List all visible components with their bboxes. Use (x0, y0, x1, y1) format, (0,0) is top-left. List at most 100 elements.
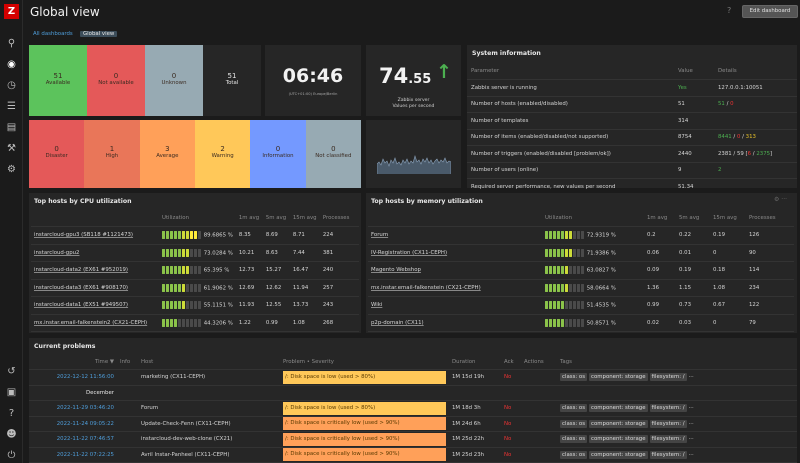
tag[interactable]: class: os (560, 404, 588, 413)
severity-tile[interactable]: 2 Warning (194, 120, 251, 188)
availability-tile[interactable]: 0 Unknown (145, 45, 203, 116)
tag[interactable]: component: storage (589, 450, 648, 459)
tag[interactable]: class: os (560, 419, 588, 428)
help-icon[interactable]: ? (727, 6, 732, 15)
ack-link[interactable]: No (501, 416, 521, 432)
data-collection-icon[interactable]: ⚒ (7, 143, 16, 154)
severity-tile[interactable]: 0 Disaster (29, 120, 85, 188)
host-link[interactable]: instarcloud-data3 (EX61 #908170) (31, 279, 159, 297)
problem-duration[interactable]: 1M 18d 3h (449, 400, 501, 417)
ack-link[interactable]: No (501, 400, 521, 417)
actions-cell (521, 431, 557, 448)
tag[interactable]: filesystem: / (649, 450, 687, 459)
problem-host[interactable]: instarcloud-dev-web-clone (CX21) (138, 431, 280, 448)
problem-host[interactable]: Avril Instar-Panheel (CX11-CEPH) (138, 447, 280, 463)
problem-name[interactable]: /: Disk space is critically low (used > … (280, 431, 449, 448)
problem-duration[interactable]: 1M 24d 6h (449, 416, 501, 432)
col-tags: Tags (557, 354, 797, 370)
host-link[interactable]: Forum (368, 226, 542, 245)
problem-name[interactable]: /: Disk space is critically low (used > … (280, 416, 449, 432)
availability-tile[interactable]: 51 Total (203, 45, 261, 116)
problem-time[interactable]: 2022-11-24 09:05:22 (29, 416, 117, 432)
inventory-icon[interactable]: ☰ (7, 101, 16, 112)
monitoring-icon[interactable]: ◉ (7, 59, 16, 70)
severity-tile[interactable]: 1 High (84, 120, 140, 188)
host-link[interactable]: p2p-domain (CX11) (368, 314, 542, 332)
problem-duration[interactable]: 1M 15d 19h (449, 369, 501, 386)
more-tags-icon[interactable]: ··· (688, 405, 694, 412)
tag[interactable]: component: storage (589, 373, 648, 382)
problem-time[interactable]: 2022-12-12 11:56:00 (29, 369, 117, 386)
availability-label: Not available (98, 79, 134, 86)
host-link[interactable]: mx.instar.email-falkenstein (CX21-CEPH) (368, 279, 542, 297)
tag[interactable]: component: storage (589, 419, 648, 428)
host-link[interactable]: instarcloud-data1 (EX51 #949507) (31, 296, 159, 315)
edit-dashboard-button[interactable]: Edit dashboard (742, 5, 798, 18)
more-tags-icon[interactable]: ··· (688, 420, 694, 427)
host-link[interactable]: instarcloud-data2 (EX61 #952019) (31, 261, 159, 280)
tag[interactable]: filesystem: / (649, 435, 687, 444)
col-duration: Duration (449, 354, 501, 370)
ack-link[interactable]: No (501, 447, 521, 463)
services-icon[interactable]: ◷ (7, 80, 16, 91)
problem-name[interactable]: /: Disk space is critically low (used > … (280, 447, 449, 463)
availability-tile[interactable]: 0 Not available (87, 45, 145, 116)
tag[interactable]: filesystem: / (649, 404, 687, 413)
utilization: 58.0664 % (542, 279, 644, 297)
tag[interactable]: component: storage (589, 404, 648, 413)
problem-time[interactable]: 2022-11-29 03:46:20 (29, 400, 117, 417)
severity-count: 0 (54, 145, 59, 153)
tag[interactable]: filesystem: / (649, 419, 687, 428)
user-icon[interactable]: ☻ (6, 429, 17, 440)
host-link[interactable]: mx.instar.email-falkenstein2 (CX21-CEPH) (31, 314, 159, 332)
problem-host[interactable]: Update-Check-Fenn (CX11-CEPH) (138, 416, 280, 432)
logout-icon[interactable]: ⏻ (7, 450, 16, 461)
reports-icon[interactable]: ▤ (6, 122, 17, 133)
host-link[interactable]: Magento Webshop (368, 261, 542, 280)
breadcrumb-current[interactable]: Global view (80, 29, 118, 39)
utilization: 71.9386 % (542, 244, 644, 262)
alerts-icon[interactable]: ⚙ (7, 164, 16, 175)
parameter-value: 314 (674, 112, 714, 130)
tag[interactable]: component: storage (589, 435, 648, 444)
host-link[interactable]: Wiki (368, 296, 542, 315)
zabbix-logo[interactable]: Z (4, 4, 19, 19)
problem-time[interactable]: 2022-11-22 07:22:25 (29, 447, 117, 463)
ack-link[interactable]: No (501, 369, 521, 386)
problem-duration[interactable]: 1M 25d 22h (449, 431, 501, 448)
breadcrumb-all-dashboards[interactable]: All dashboards (33, 31, 73, 37)
problem-name[interactable]: /: Disk space is low (used > 80%) (280, 400, 449, 417)
ack-link[interactable]: No (501, 431, 521, 448)
col-time[interactable]: Time ▼ (29, 354, 117, 370)
top-hosts-memory-widget: Top hosts by memory utilization ⚙ ··· Ut… (366, 193, 797, 333)
availability-tile[interactable]: 51 Available (29, 45, 87, 116)
problem-name[interactable]: /: Disk space is low (used > 80%) (280, 369, 449, 386)
tag[interactable]: class: os (560, 373, 588, 382)
info-cell (117, 369, 138, 386)
problem-host[interactable]: marketing (CX11-CEPH) (138, 369, 280, 386)
problem-host[interactable]: Forum (138, 400, 280, 417)
search-icon[interactable]: ⚲ (7, 38, 16, 49)
avg-15m: 0 (710, 314, 746, 332)
problem-duration[interactable]: 1M 25d 23h (449, 447, 501, 463)
help-icon[interactable]: ? (8, 408, 15, 419)
host-link[interactable]: instarcloud-gpu3 (SB118 #1121473) (31, 226, 159, 245)
integrations-icon[interactable]: ▣ (6, 387, 17, 398)
tag[interactable]: filesystem: / (649, 373, 687, 382)
widget-title: System information (472, 50, 541, 57)
severity-tile[interactable]: 3 Average (139, 120, 195, 188)
processes: 268 (319, 314, 359, 332)
host-link[interactable]: instarcloud-gpu2 (31, 244, 159, 262)
tag[interactable]: class: os (560, 435, 588, 444)
more-tags-icon[interactable]: ··· (688, 451, 694, 458)
severity-tile[interactable]: 0 Not classified (305, 120, 361, 188)
host-link[interactable]: IV-Registration (CX11-CEPH) (368, 244, 542, 262)
table-row: 2022-11-22 07:46:57 instarcloud-dev-web-… (29, 431, 797, 448)
widget-settings-icon[interactable]: ⚙ ··· (774, 196, 788, 203)
tag[interactable]: class: os (560, 450, 588, 459)
more-tags-icon[interactable]: ··· (688, 374, 694, 381)
support-icon[interactable]: ↺ (7, 366, 16, 377)
more-tags-icon[interactable]: ··· (688, 436, 694, 443)
severity-tile[interactable]: 0 Information (250, 120, 306, 188)
problem-time[interactable]: 2022-11-22 07:46:57 (29, 431, 117, 448)
